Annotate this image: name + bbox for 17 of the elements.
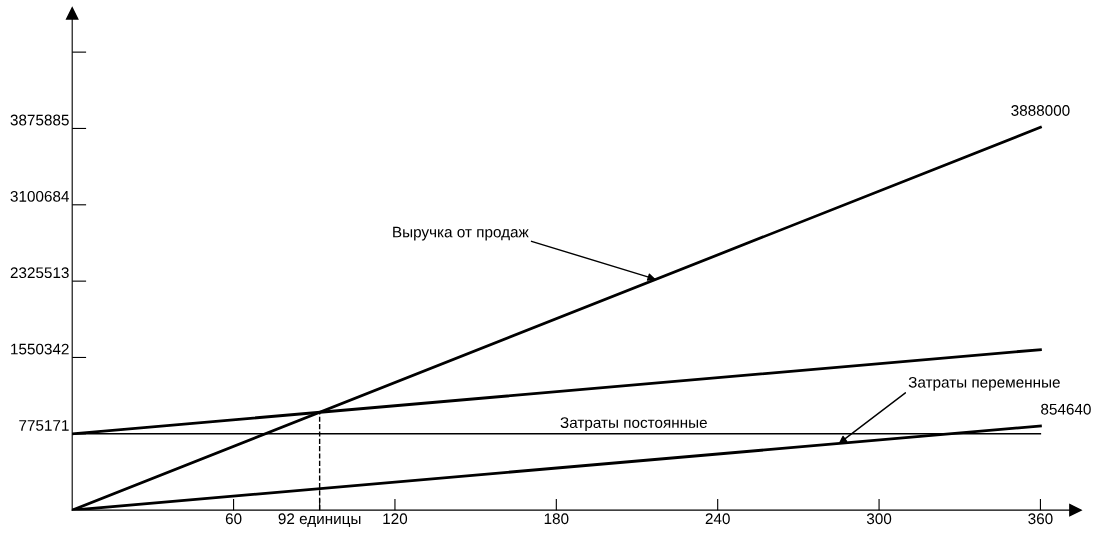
y-tick-label: 2325513 [10, 267, 69, 279]
y-tick-label: 1550342 [11, 343, 69, 355]
y-tick-label: 775171 [19, 420, 69, 431]
x-tick-label: 360 [1028, 513, 1053, 525]
y-tick-label: 3100684 [10, 190, 69, 202]
x-tick-label: 120 [383, 513, 408, 525]
ref-line-label: Затраты постоянные [560, 417, 707, 432]
data-label: 3888000 [1011, 105, 1070, 116]
x-tick-label: 92 единицы [278, 513, 361, 528]
x-tick-label: 300 [866, 513, 892, 525]
x-tick-label: 180 [544, 513, 569, 525]
annotation: Затраты переменные [908, 376, 1060, 391]
x-tick-label: 60 [225, 513, 242, 525]
x-tick-label: 240 [705, 513, 730, 525]
data-label: 854640 [1041, 403, 1091, 415]
annotation: Выручка от продаж [393, 226, 529, 241]
y-tick-label: 3875885 [10, 114, 69, 126]
